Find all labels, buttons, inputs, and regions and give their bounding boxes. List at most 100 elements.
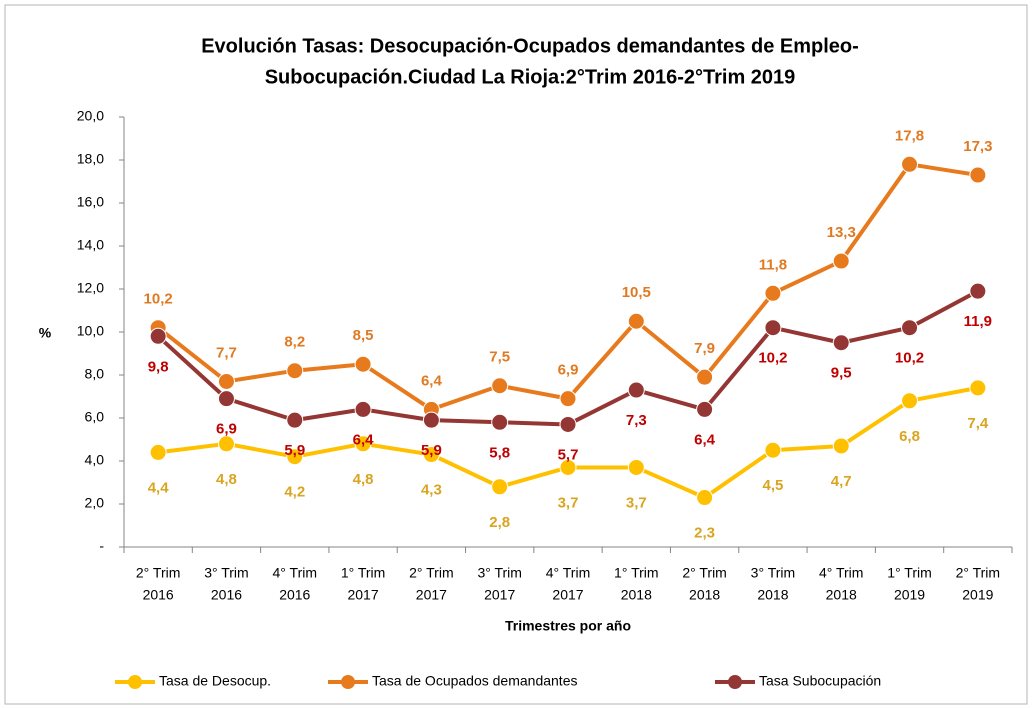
x-tick-label: 2016 — [143, 587, 174, 603]
data-label: 2,3 — [694, 525, 715, 542]
legend-marker — [128, 675, 142, 689]
point — [422, 446, 440, 464]
y-tick-label: 6,0 — [85, 409, 105, 425]
data-label: 8,2 — [284, 334, 305, 351]
data-label: 7,3 — [626, 412, 647, 429]
y-tick-label: 12,0 — [77, 280, 104, 296]
x-tick-label: 3° Trim — [751, 565, 796, 581]
data-label: 5,9 — [284, 442, 305, 459]
point — [832, 334, 850, 352]
data-label: 4,7 — [831, 473, 852, 490]
data-label: 10,5 — [622, 284, 651, 301]
data-label: 17,3 — [963, 138, 992, 155]
data-label: 9,5 — [831, 365, 852, 382]
y-tick-label: 16,0 — [77, 194, 104, 210]
data-label: 11,8 — [759, 256, 787, 273]
x-tick-label: 2019 — [962, 587, 993, 603]
point — [901, 392, 919, 410]
data-label: 3,7 — [626, 494, 647, 511]
x-tick-label: 2° Trim — [409, 565, 454, 581]
x-tick-label: 2016 — [211, 587, 242, 603]
legend-marker — [728, 675, 742, 689]
data-label: 7,5 — [489, 349, 510, 366]
point — [217, 390, 235, 408]
point — [491, 377, 509, 395]
x-axis-label: Trimestres por año — [505, 618, 631, 634]
point — [832, 252, 850, 270]
point — [764, 319, 782, 337]
data-label: 6,4 — [421, 372, 443, 389]
point — [149, 443, 167, 461]
x-tick-label: 2017 — [416, 587, 447, 603]
data-label: 7,9 — [694, 340, 715, 357]
x-tick-label: 2018 — [826, 587, 857, 603]
point — [559, 390, 577, 408]
point — [286, 362, 304, 380]
data-label: 10,2 — [895, 350, 924, 367]
x-tick-label: 2017 — [484, 587, 515, 603]
y-tick-label: 4,0 — [85, 452, 105, 468]
legend-marker — [341, 675, 355, 689]
x-tick-label: 2° Trim — [956, 565, 1001, 581]
y-axis-label: % — [39, 325, 52, 341]
point — [422, 411, 440, 429]
x-tick-label: 4° Trim — [273, 565, 318, 581]
y-tick-label: 18,0 — [77, 151, 104, 167]
legend-label: Tasa de Ocupados demandantes — [372, 673, 577, 689]
data-label: 6,4 — [694, 431, 716, 448]
data-label: 6,9 — [558, 362, 579, 379]
y-tick-label: 8,0 — [85, 366, 105, 382]
point — [354, 400, 372, 418]
point — [696, 489, 714, 507]
data-label: 5,7 — [558, 446, 579, 463]
data-label: 17,8 — [895, 127, 924, 144]
point — [217, 435, 235, 453]
point — [901, 319, 919, 337]
point — [286, 448, 304, 466]
x-tick-label: 2016 — [279, 587, 310, 603]
chart-title: Evolución Tasas: Desocupación-Ocupados d… — [201, 35, 859, 57]
x-tick-label: 1° Trim — [341, 565, 386, 581]
point — [627, 381, 645, 399]
legend-label: Tasa Subocupación — [759, 673, 881, 689]
data-label: 4,8 — [353, 471, 374, 488]
x-tick-label: 4° Trim — [546, 565, 591, 581]
x-tick-label: 4° Trim — [819, 565, 864, 581]
data-label: 8,5 — [353, 327, 374, 344]
data-label: 6,9 — [216, 421, 237, 438]
x-tick-label: 3° Trim — [477, 565, 522, 581]
point — [217, 372, 235, 390]
point — [559, 458, 577, 476]
data-label: 10,2 — [758, 350, 787, 367]
point — [559, 415, 577, 433]
point — [149, 327, 167, 345]
data-label: 4,3 — [421, 482, 442, 499]
x-tick-label: 3° Trim — [204, 565, 249, 581]
point — [491, 478, 509, 496]
y-tick-label: 20,0 — [77, 108, 104, 124]
data-label: 7,7 — [216, 344, 237, 361]
point — [354, 435, 372, 453]
x-tick-label: 2019 — [894, 587, 925, 603]
data-label: 4,8 — [216, 471, 237, 488]
data-label: 5,8 — [489, 444, 510, 461]
point — [286, 411, 304, 429]
legend-label: Tasa de Desocup. — [159, 673, 271, 689]
point — [696, 368, 714, 386]
data-label: 13,3 — [827, 224, 856, 241]
data-label: 5,9 — [421, 442, 442, 459]
y-tick-label: 14,0 — [77, 237, 104, 253]
x-tick-label: 1° Trim — [887, 565, 932, 581]
data-label: 4,5 — [762, 477, 783, 494]
point — [627, 458, 645, 476]
point — [627, 312, 645, 330]
x-tick-label: 2018 — [689, 587, 720, 603]
data-label: 6,4 — [353, 431, 375, 448]
point — [969, 282, 987, 300]
data-label: 10,2 — [144, 291, 173, 308]
y-tick-label: 10,0 — [77, 323, 104, 339]
x-tick-label: 2018 — [757, 587, 788, 603]
point — [832, 437, 850, 455]
x-tick-label: 2017 — [347, 587, 378, 603]
